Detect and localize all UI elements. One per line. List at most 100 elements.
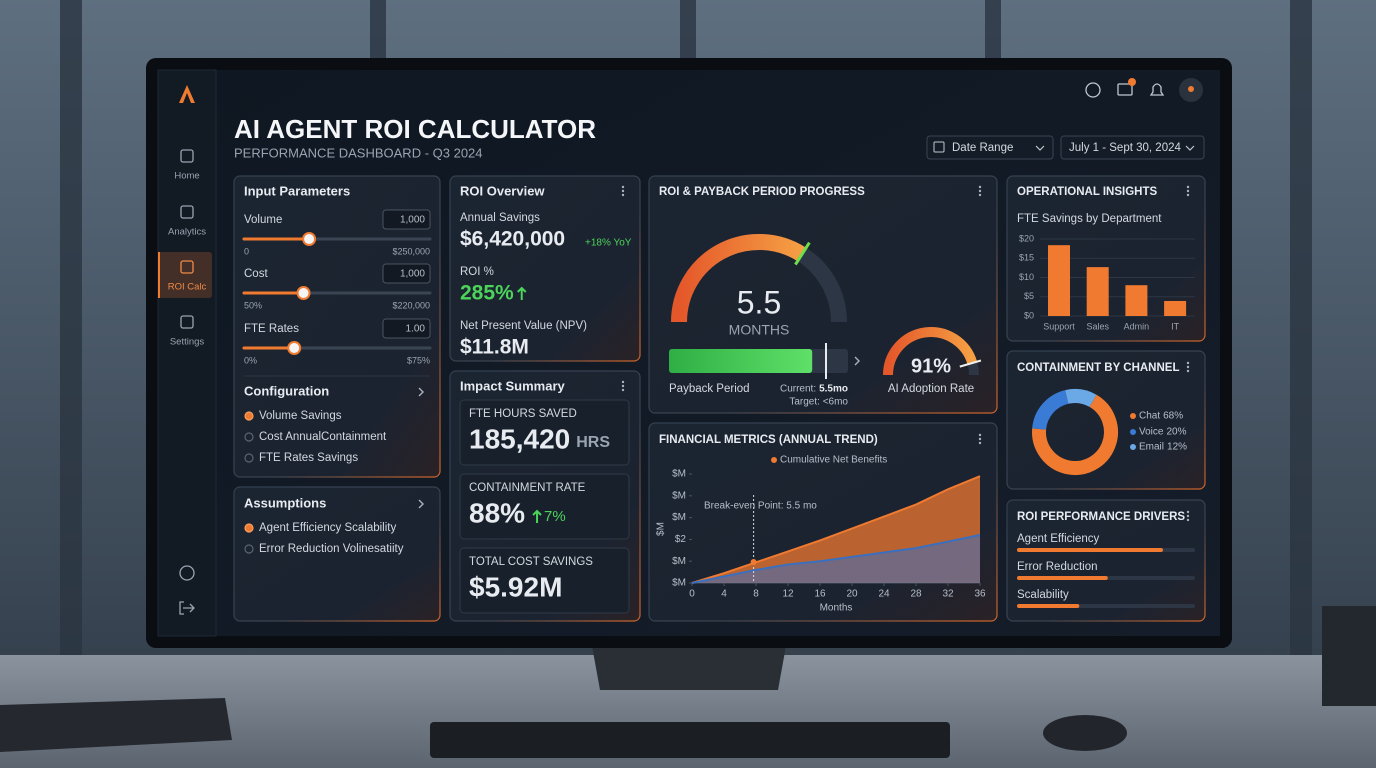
- adoption-needle: [959, 359, 982, 368]
- help-icon[interactable]: [179, 565, 195, 581]
- nav-icon[interactable]: [180, 260, 194, 274]
- kpi-label: CONTAINMENT RATE: [469, 482, 586, 494]
- driver-label: Scalability: [1017, 589, 1069, 601]
- metric-change: +18% YoY: [585, 238, 632, 249]
- legend-label: Email: [1139, 442, 1164, 453]
- kpi-card: [459, 399, 630, 466]
- mouse: [1043, 715, 1127, 751]
- x-tick-label: 4: [721, 589, 727, 600]
- menu-dot: [1186, 518, 1190, 522]
- adoption-fill: [883, 327, 978, 376]
- menu-dot: [1186, 361, 1190, 365]
- current-value: 5.5mo: [819, 384, 848, 395]
- radio[interactable]: [244, 411, 254, 421]
- menu-dot: [1186, 510, 1190, 514]
- slider-knob[interactable]: [302, 232, 317, 246]
- adoption-value: 91%: [911, 355, 951, 377]
- up-arrow: [532, 509, 542, 523]
- input-box[interactable]: [382, 318, 431, 339]
- chevron: [418, 387, 424, 397]
- input-box[interactable]: [382, 263, 431, 284]
- radio-label: Cost AnnualContainment: [259, 431, 387, 443]
- panel: [1006, 499, 1206, 622]
- radio[interactable]: [244, 453, 254, 463]
- legend-dot: [1130, 429, 1136, 435]
- legend-dot: [1130, 413, 1136, 419]
- adoption-label: AI Adoption Rate: [888, 383, 974, 395]
- nav-active-bar: [158, 252, 160, 298]
- date-dropdown[interactable]: [1060, 135, 1205, 160]
- section-title: Assumptions: [244, 495, 326, 510]
- menu-dot: [978, 441, 982, 445]
- x-tick-label: 24: [878, 589, 890, 600]
- dropdown-caret: [1035, 145, 1045, 151]
- legend-label: Cumulative Net Benefits: [780, 455, 887, 466]
- radio-label: Volume Savings: [259, 410, 342, 422]
- y-tick-label: $M: [672, 490, 686, 501]
- slider-min: 0: [244, 246, 249, 256]
- x-tick-label: 32: [942, 589, 954, 600]
- menu-dot: [1186, 189, 1190, 193]
- date-range-dropdown[interactable]: [926, 135, 1054, 160]
- menu-dot: [1186, 193, 1190, 197]
- donut-segment: [1032, 390, 1069, 430]
- menu-dot: [621, 193, 625, 197]
- panel-title: Impact Summary: [460, 378, 566, 393]
- gauge-fill: [671, 234, 807, 323]
- slider-max: $250,000: [392, 246, 430, 256]
- radio[interactable]: [244, 523, 254, 533]
- gauge-value: 5.5: [737, 284, 781, 320]
- bell-icon[interactable]: [1149, 83, 1165, 96]
- globe-icon[interactable]: [1085, 82, 1101, 98]
- calendar-icon: [933, 141, 945, 153]
- slider-knob[interactable]: [296, 286, 311, 300]
- kpi-value: $5.92M: [469, 571, 562, 602]
- radio[interactable]: [244, 432, 254, 442]
- nav-icon[interactable]: [180, 205, 194, 219]
- menu-dot: [621, 189, 625, 193]
- radio[interactable]: [244, 544, 254, 554]
- nav-icon[interactable]: [180, 149, 194, 163]
- y-tick-label: $5: [1024, 291, 1034, 301]
- bar: [1164, 300, 1187, 316]
- panel: [648, 175, 998, 414]
- area-line: [691, 534, 981, 584]
- slider-max: $220,000: [392, 300, 430, 310]
- kpi-card: [459, 473, 630, 540]
- panel-title: CONTAINMENT BY CHANNEL: [1017, 362, 1180, 374]
- y-tick-label: $M: [672, 578, 686, 589]
- annotation: Break-even Point: 5.5 mo: [704, 501, 817, 512]
- slider-knob[interactable]: [287, 341, 302, 355]
- bar: [1125, 285, 1148, 316]
- chevron: [854, 356, 860, 366]
- input-box[interactable]: [382, 209, 431, 230]
- area-line: [691, 475, 981, 584]
- menu-dot: [1186, 365, 1190, 369]
- panel-title: FINANCIAL METRICS (ANNUAL TREND): [659, 434, 878, 446]
- nav-label[interactable]: Home: [174, 171, 199, 182]
- nav-label[interactable]: Settings: [170, 337, 205, 348]
- y-tick-label: $20: [1019, 233, 1034, 243]
- nav-label[interactable]: Analytics: [168, 227, 206, 238]
- menu-dot: [621, 384, 625, 388]
- donut-segment: [1032, 394, 1118, 475]
- logout-icon[interactable]: [179, 601, 195, 615]
- panel-title: ROI Overview: [460, 183, 545, 198]
- kpi-change: 7%: [544, 508, 566, 525]
- radio-label: FTE Rates Savings: [259, 452, 358, 464]
- kpi-label: FTE HOURS SAVED: [469, 408, 577, 420]
- panel-title: ROI PERFORMANCE DRIVERS: [1017, 511, 1185, 523]
- nav-label[interactable]: ROI Calc: [168, 282, 207, 293]
- legend-value: 20%: [1166, 427, 1186, 438]
- menu-dot: [621, 388, 625, 392]
- mail-icon[interactable]: [1117, 83, 1133, 96]
- nav-icon[interactable]: [180, 315, 194, 329]
- slider-min: 50%: [244, 300, 262, 310]
- gauge-unit: MONTHS: [729, 322, 790, 338]
- keyboard: [430, 722, 950, 758]
- input-value: 1.00: [406, 324, 426, 335]
- y-tick-label: $M: [672, 512, 686, 523]
- y-tick-label: $2: [675, 534, 687, 545]
- slider-label: Volume: [244, 214, 282, 226]
